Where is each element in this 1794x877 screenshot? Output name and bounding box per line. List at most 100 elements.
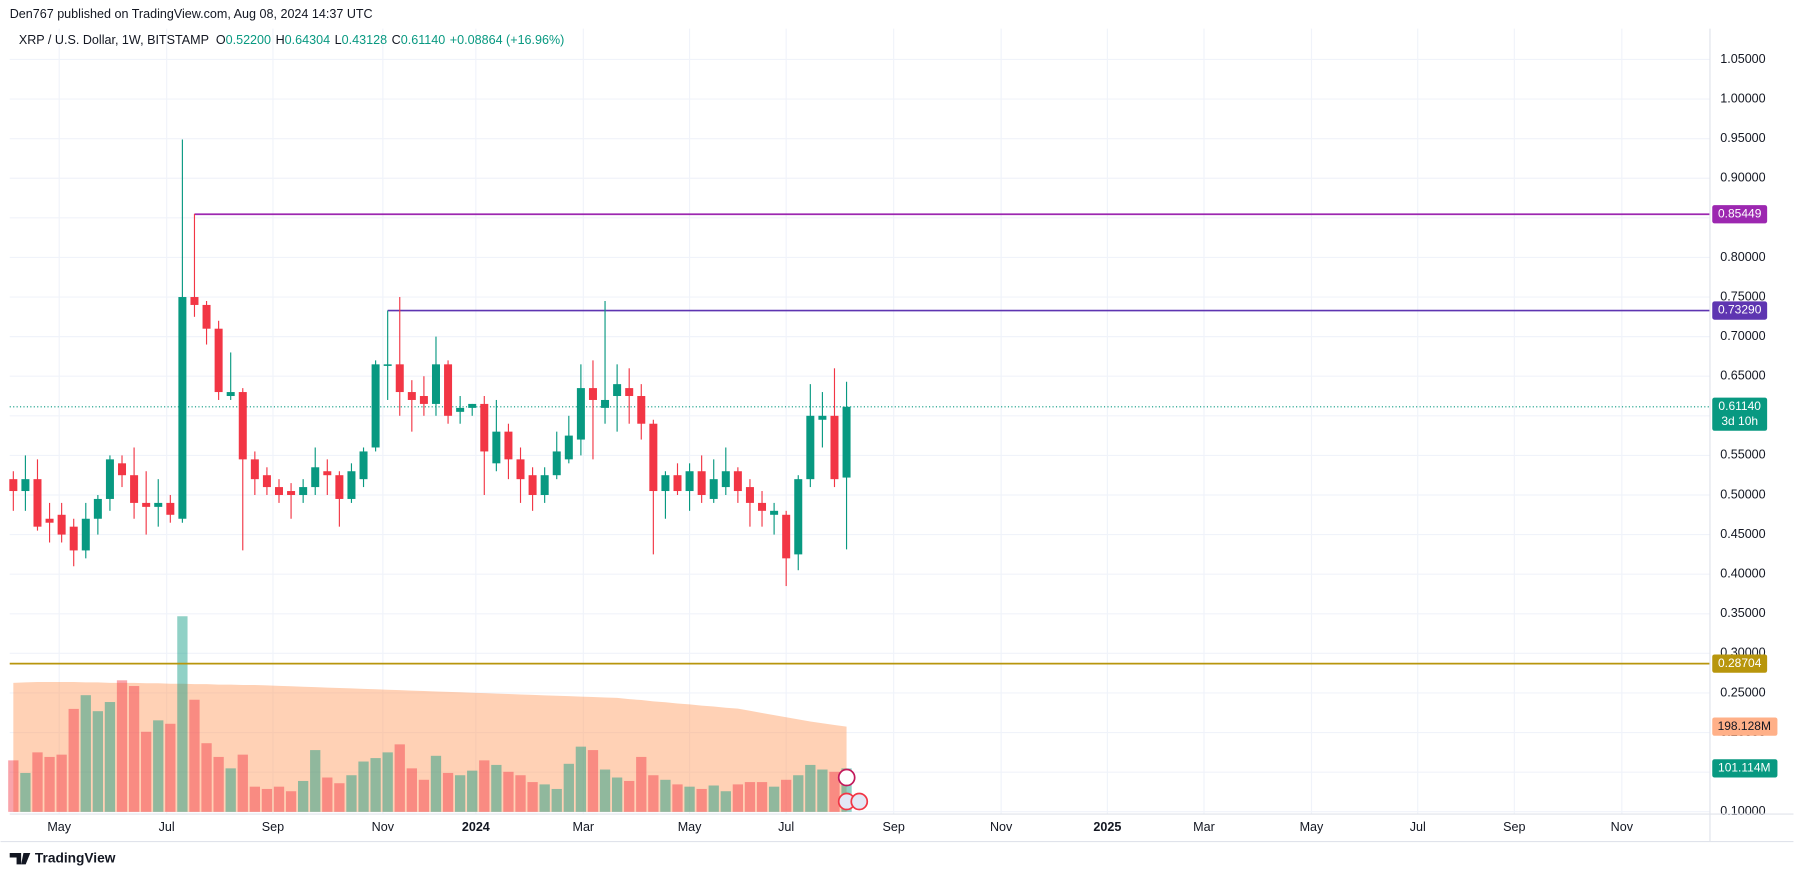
volume-bar bbox=[80, 695, 91, 812]
volume-bar bbox=[261, 788, 273, 812]
volume-bar bbox=[310, 750, 321, 812]
volume-bar bbox=[599, 769, 611, 812]
candle-body bbox=[782, 514, 791, 559]
candle-body bbox=[637, 396, 646, 424]
candle-body bbox=[335, 475, 344, 499]
volume-bar bbox=[8, 760, 19, 812]
candle-body bbox=[21, 479, 30, 492]
volume-bar bbox=[841, 768, 852, 812]
candle-body bbox=[45, 518, 54, 523]
x-tick-label: Nov bbox=[1611, 820, 1634, 834]
level-label-box bbox=[1712, 654, 1768, 673]
candle-body bbox=[673, 475, 682, 492]
volume-bar bbox=[672, 784, 683, 812]
volume-bar bbox=[648, 775, 659, 812]
x-tick-label: Nov bbox=[990, 820, 1013, 834]
axes: 1.050001.000000.950000.900000.850000.800… bbox=[47, 52, 1778, 834]
candle-body bbox=[178, 297, 187, 519]
y-tick-label: 0.70000 bbox=[1720, 329, 1765, 343]
candle-body bbox=[9, 479, 18, 492]
candle-body bbox=[142, 502, 151, 507]
legend-text: H bbox=[276, 33, 285, 47]
candle-body bbox=[154, 502, 163, 507]
x-tick-label: Nov bbox=[372, 820, 395, 834]
volume-bar bbox=[20, 772, 31, 812]
level-label: 0.28704 bbox=[1718, 656, 1762, 670]
candle-body bbox=[697, 471, 706, 495]
event-icon bbox=[837, 768, 856, 787]
volume-bar bbox=[141, 731, 152, 812]
candle-body bbox=[613, 384, 622, 397]
candle-body bbox=[347, 471, 356, 499]
volume-bar bbox=[68, 708, 79, 812]
volume-bar bbox=[322, 777, 333, 812]
volume-label: 101.114M bbox=[1718, 761, 1770, 775]
volume-bar bbox=[370, 758, 381, 812]
volume-bar bbox=[467, 770, 478, 812]
volume-bar bbox=[454, 775, 466, 812]
candle-body bbox=[299, 487, 308, 495]
volume-pane bbox=[8, 616, 852, 812]
volume-bar bbox=[189, 699, 200, 812]
y-tick-label: 1.05000 bbox=[1720, 52, 1765, 66]
candle-body bbox=[842, 406, 851, 478]
candle-body bbox=[33, 479, 42, 527]
candle-body bbox=[709, 479, 718, 499]
volume-bar bbox=[587, 750, 599, 812]
candle-body bbox=[287, 491, 296, 495]
volume-bar bbox=[660, 779, 671, 812]
candle-body bbox=[250, 459, 259, 480]
candle-body bbox=[818, 415, 827, 420]
y-tick-label: 0.50000 bbox=[1720, 487, 1765, 501]
legend-text: XRP / U.S. Dollar, 1W, BITSTAMP bbox=[19, 33, 209, 47]
volume-bar bbox=[636, 756, 647, 812]
volume-bar bbox=[756, 782, 768, 812]
legend-text: 0.61140 bbox=[401, 33, 445, 47]
volume-bar bbox=[128, 686, 140, 812]
y-tick-label: 0.25000 bbox=[1720, 685, 1765, 699]
y-tick-label: 0.75000 bbox=[1720, 289, 1765, 303]
legend-text: C bbox=[392, 33, 401, 47]
candle-body bbox=[431, 364, 440, 404]
candle-body bbox=[480, 403, 489, 452]
y-tick-label: 0.95000 bbox=[1720, 131, 1765, 145]
candle-body bbox=[806, 415, 815, 480]
volume-bar bbox=[442, 772, 454, 812]
candle-body bbox=[661, 475, 670, 492]
volume-bar bbox=[165, 723, 176, 812]
volume-bar bbox=[56, 754, 67, 812]
candle-body bbox=[130, 475, 139, 503]
candle-body bbox=[226, 392, 235, 397]
volume-bar bbox=[491, 764, 502, 812]
volume-bar bbox=[575, 746, 587, 812]
x-tick-label: 2024 bbox=[462, 820, 490, 834]
candle-body bbox=[395, 364, 404, 393]
candle-body bbox=[118, 463, 127, 476]
volume-ma-label: 198.128M bbox=[1718, 719, 1771, 733]
volume-bar bbox=[805, 764, 816, 812]
candle-body bbox=[105, 459, 114, 499]
candle-body bbox=[93, 498, 102, 519]
volume-bar bbox=[418, 779, 430, 812]
volume-bar bbox=[732, 784, 744, 812]
y-tick-label: 0.90000 bbox=[1720, 171, 1765, 185]
candle-body bbox=[492, 431, 501, 464]
volume-bar bbox=[406, 768, 417, 812]
volume-bar bbox=[116, 680, 128, 812]
volume-bar bbox=[551, 788, 562, 812]
symbol-legend: XRP / U.S. Dollar, 1W, BITSTAMP O0.52200 H… bbox=[19, 33, 565, 47]
volume-bar bbox=[213, 756, 224, 812]
y-tick-label: 0.80000 bbox=[1720, 250, 1765, 264]
candle-body bbox=[274, 487, 283, 495]
candle-body bbox=[794, 479, 803, 555]
candle-body bbox=[166, 502, 175, 515]
volume-bar bbox=[237, 754, 248, 812]
candle-body bbox=[625, 388, 634, 397]
candle-body bbox=[214, 328, 223, 393]
candle-body bbox=[649, 423, 658, 492]
volume-bar bbox=[382, 752, 393, 812]
candle-body bbox=[238, 392, 247, 460]
y-tick-label: 0.35000 bbox=[1720, 606, 1765, 620]
volume-bar bbox=[611, 777, 623, 812]
volume-bar bbox=[430, 755, 442, 812]
